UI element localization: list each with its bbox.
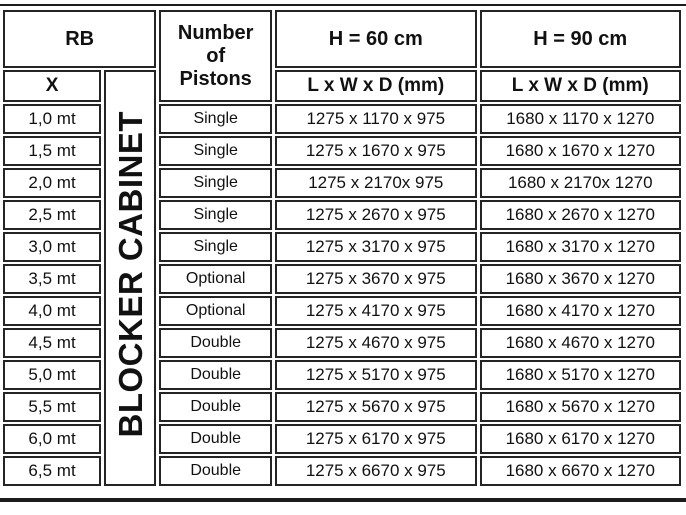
- bottom-rule: [0, 498, 686, 502]
- dim-h90-value: 1680 x 6670 x 1270: [479, 456, 681, 486]
- dim-h90-value: 1680 x 5170 x 1270: [479, 360, 681, 390]
- h60-header: H = 60 cm: [275, 10, 477, 68]
- pistons-value: Single: [159, 168, 273, 198]
- dims-header-h90: L x W x D (mm): [479, 70, 681, 102]
- dim-h90-value: 1680 x 4170 x 1270: [479, 296, 681, 326]
- x-value: 6,0 mt: [3, 424, 102, 454]
- dim-h60-value: 1275 x 1670 x 975: [275, 136, 477, 166]
- dim-h90-value: 1680 x 5670 x 1270: [479, 392, 681, 422]
- table-row: 6,0 mt Double 1275 x 6170 x 975 1680 x 6…: [3, 424, 681, 454]
- rb-header: RB: [3, 10, 157, 68]
- dims-header-h60: L x W x D (mm): [275, 70, 477, 102]
- table-row: 1,0 mt Single 1275 x 1170 x 975 1680 x 1…: [3, 104, 681, 134]
- x-value: 1,5 mt: [3, 136, 102, 166]
- dim-h90-value: 1680 x 2170x 1270: [479, 168, 681, 198]
- pistons-header: Number of Pistons: [159, 10, 273, 102]
- dim-h90-value: 1680 x 6170 x 1270: [479, 424, 681, 454]
- x-value: 6,5 mt: [3, 456, 102, 486]
- dim-h60-value: 1275 x 2170x 975: [275, 168, 477, 198]
- top-rule: [0, 4, 686, 6]
- pistons-value: Double: [159, 456, 273, 486]
- pistons-value: Single: [159, 136, 273, 166]
- pistons-value: Double: [159, 360, 273, 390]
- dim-h60-value: 1275 x 4670 x 975: [275, 328, 477, 358]
- blocker-cabinet-spec-table: RB Number of Pistons H = 60 cm H = 90 cm…: [0, 8, 684, 488]
- x-value: 3,0 mt: [3, 232, 102, 262]
- dim-h60-value: 1275 x 3170 x 975: [275, 232, 477, 262]
- dim-h60-value: 1275 x 6170 x 975: [275, 424, 477, 454]
- dim-h90-value: 1680 x 2670 x 1270: [479, 200, 681, 230]
- dim-h60-value: 1275 x 2670 x 975: [275, 200, 477, 230]
- x-value: 3,5 mt: [3, 264, 102, 294]
- table-row: 5,5 mt Double 1275 x 5670 x 975 1680 x 5…: [3, 392, 681, 422]
- table-row: 5,0 mt Double 1275 x 5170 x 975 1680 x 5…: [3, 360, 681, 390]
- x-value: 5,0 mt: [3, 360, 102, 390]
- dim-h90-value: 1680 x 3170 x 1270: [479, 232, 681, 262]
- table-row: 6,5 mt Double 1275 x 6670 x 975 1680 x 6…: [3, 456, 681, 486]
- table-row: 4,5 mt Double 1275 x 4670 x 975 1680 x 4…: [3, 328, 681, 358]
- dim-h90-value: 1680 x 3670 x 1270: [479, 264, 681, 294]
- pistons-value: Optional: [159, 296, 273, 326]
- table-row: 3,0 mt Single 1275 x 3170 x 975 1680 x 3…: [3, 232, 681, 262]
- table-row: 1,5 mt Single 1275 x 1670 x 975 1680 x 1…: [3, 136, 681, 166]
- x-value: 4,5 mt: [3, 328, 102, 358]
- h90-header: H = 90 cm: [479, 10, 681, 68]
- pistons-value: Double: [159, 328, 273, 358]
- dim-h60-value: 1275 x 3670 x 975: [275, 264, 477, 294]
- table-row: 4,0 mt Optional 1275 x 4170 x 975 1680 x…: [3, 296, 681, 326]
- dim-h60-value: 1275 x 5670 x 975: [275, 392, 477, 422]
- x-value: 5,5 mt: [3, 392, 102, 422]
- pistons-value: Single: [159, 200, 273, 230]
- pistons-value: Double: [159, 392, 273, 422]
- dim-h60-value: 1275 x 5170 x 975: [275, 360, 477, 390]
- header-row-2: X BLOCKER CABINET L x W x D (mm) L x W x…: [3, 70, 681, 486]
- dim-h90-value: 1680 x 1670 x 1270: [479, 136, 681, 166]
- x-value: 1,0 mt: [3, 104, 102, 134]
- dim-h90-value: 1680 x 1170 x 1270: [479, 104, 681, 134]
- pistons-value: Optional: [159, 264, 273, 294]
- table-row: 2,0 mt Single 1275 x 2170x 975 1680 x 21…: [3, 168, 681, 198]
- pistons-value: Single: [159, 104, 273, 134]
- dim-h60-value: 1275 x 4170 x 975: [275, 296, 477, 326]
- x-header: X: [3, 70, 102, 102]
- x-value: 2,0 mt: [3, 168, 102, 198]
- cabinet-cell: BLOCKER CABINET: [104, 70, 157, 486]
- blocker-cabinet-label: BLOCKER CABINET: [111, 110, 149, 438]
- x-value: 2,5 mt: [3, 200, 102, 230]
- header-row-1: RB Number of Pistons H = 60 cm H = 90 cm: [3, 10, 681, 102]
- dim-h90-value: 1680 x 4670 x 1270: [479, 328, 681, 358]
- dim-h60-value: 1275 x 6670 x 975: [275, 456, 477, 486]
- pistons-value: Single: [159, 232, 273, 262]
- x-value: 4,0 mt: [3, 296, 102, 326]
- table-row: 2,5 mt Single 1275 x 2670 x 975 1680 x 2…: [3, 200, 681, 230]
- dim-h60-value: 1275 x 1170 x 975: [275, 104, 477, 134]
- table-row: 3,5 mt Optional 1275 x 3670 x 975 1680 x…: [3, 264, 681, 294]
- pistons-value: Double: [159, 424, 273, 454]
